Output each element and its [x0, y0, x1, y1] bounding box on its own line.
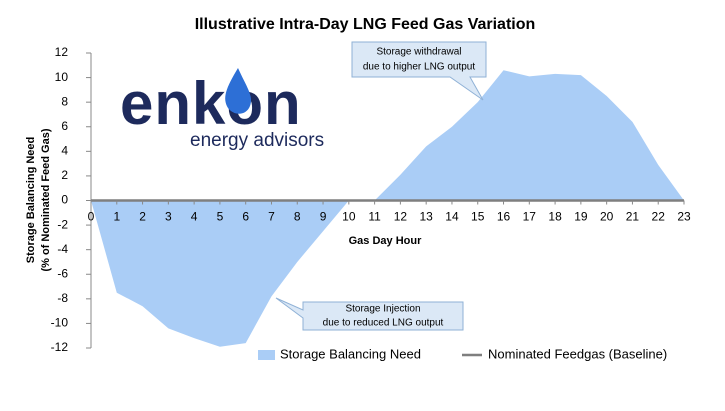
annotation-text: due to reduced LNG output — [323, 318, 444, 329]
y-axis-title: (% of Nominated Feed Gas) — [40, 128, 52, 271]
x-tick-label: 14 — [445, 210, 459, 224]
annotation-text: Storage Injection — [345, 304, 420, 315]
x-tick-label: 7 — [268, 210, 275, 224]
x-tick-label: 2 — [139, 210, 146, 224]
x-axis-title: Gas Day Hour — [349, 235, 422, 247]
logo-name: enkon — [120, 70, 302, 137]
x-tick-label: 17 — [523, 210, 537, 224]
x-tick-label: 20 — [600, 210, 614, 224]
x-tick-label: 0 — [88, 210, 95, 224]
x-tick-label: 21 — [626, 210, 640, 224]
x-tick-label: 5 — [217, 210, 224, 224]
y-tick-label: 10 — [55, 70, 69, 84]
x-tick-label: 11 — [368, 210, 381, 224]
x-tick-label: 4 — [191, 210, 198, 224]
annotation-text: due to higher LNG output — [363, 62, 476, 73]
x-tick-label: 8 — [294, 210, 301, 224]
x-tick-label: 18 — [548, 210, 562, 224]
y-tick-label: 4 — [61, 144, 68, 158]
y-tick-label: 0 — [61, 193, 68, 207]
chart-title: Illustrative Intra-Day LNG Feed Gas Vari… — [195, 16, 536, 33]
callout-box — [351, 41, 487, 101]
annotation: Storage withdrawal due to higher LNG out… — [351, 41, 487, 101]
x-tick-label: 23 — [677, 210, 691, 224]
legend-label: Storage Balancing Need — [280, 346, 421, 361]
x-tick-label: 16 — [497, 210, 511, 224]
x-tick-label: 13 — [419, 210, 433, 224]
logo-tagline: energy advisors — [190, 130, 324, 151]
x-tick-label: 12 — [394, 210, 408, 224]
y-tick-label: -8 — [57, 291, 68, 305]
callout-box — [275, 297, 464, 331]
x-tick-label: 6 — [242, 210, 249, 224]
area — [91, 70, 684, 347]
annotation: Storage Injection due to reduced LNG out… — [275, 297, 464, 331]
y-tick-label: 8 — [61, 94, 68, 108]
annotation-text: Storage withdrawal — [376, 47, 461, 58]
legend-label: Nominated Feedgas (Baseline) — [488, 346, 667, 361]
y-tick-label: -10 — [51, 316, 69, 330]
x-tick-label: 10 — [342, 210, 356, 224]
y-tick-label: -6 — [57, 266, 68, 280]
logo: enkon energy advisors — [120, 68, 324, 151]
x-tick-label: 19 — [574, 210, 588, 224]
y-tick-label: -12 — [51, 340, 69, 354]
logo-flame — [225, 68, 252, 114]
y-tick-label: 2 — [61, 168, 68, 182]
x-tick-label: 15 — [471, 210, 485, 224]
x-tick-label: 3 — [165, 210, 172, 224]
x-tick-label: 9 — [320, 210, 327, 224]
y-tick-label: -4 — [57, 242, 68, 256]
y-tick-label: -2 — [57, 217, 68, 231]
y-tick-label: 6 — [61, 119, 68, 133]
y-axis-title: Storage Balancing Need — [25, 137, 37, 264]
x-tick-label: 22 — [652, 210, 666, 224]
x-tick-label: 1 — [113, 210, 120, 224]
legend-swatch — [258, 350, 275, 360]
y-tick-label: 12 — [55, 45, 69, 59]
